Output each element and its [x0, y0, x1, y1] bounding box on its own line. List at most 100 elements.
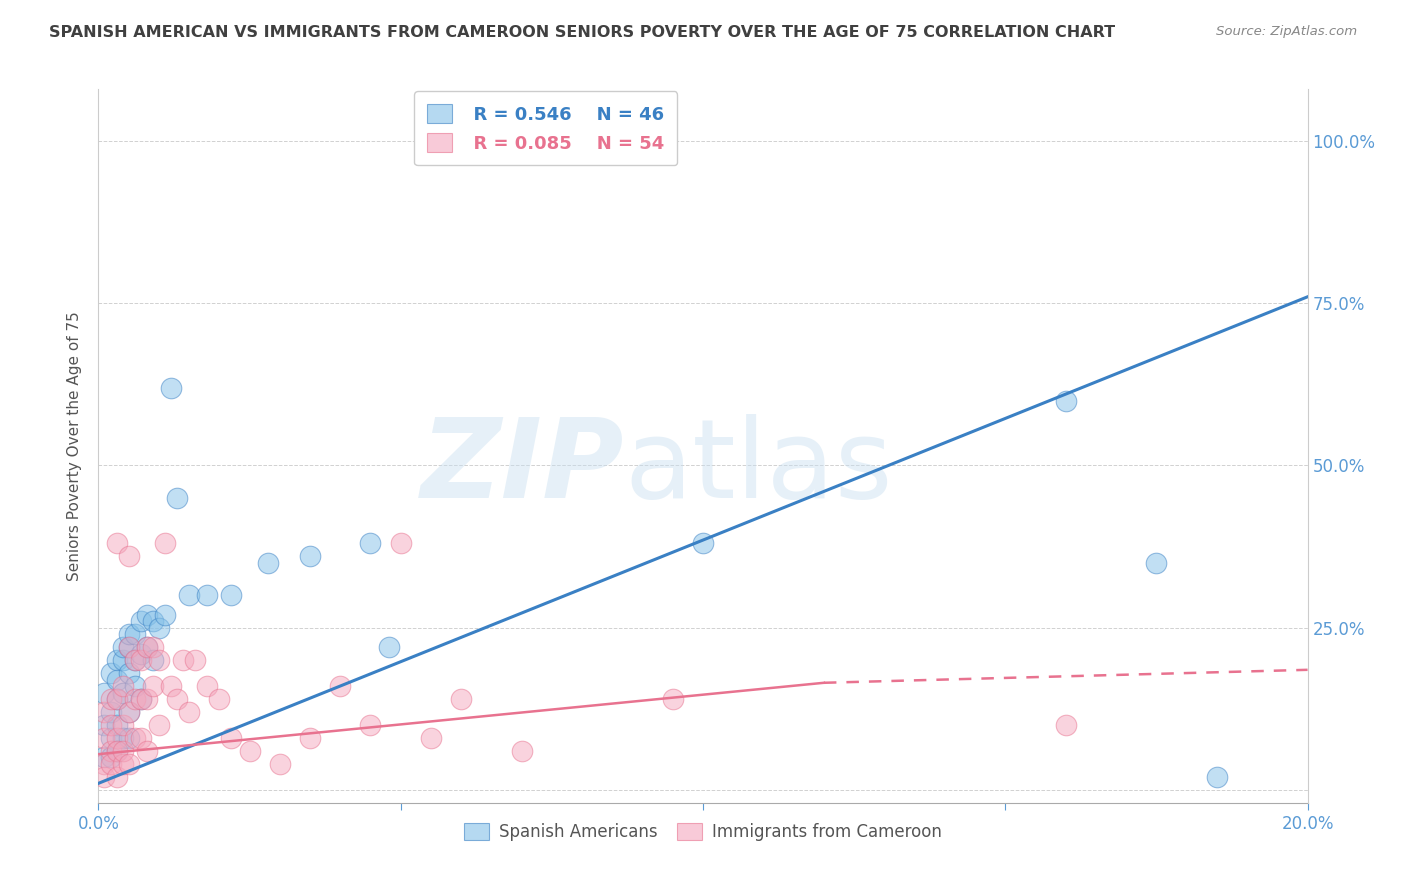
- Point: [166, 692, 188, 706]
- Point: [135, 607, 157, 622]
- Point: [179, 588, 201, 602]
- Point: [105, 536, 128, 550]
- Point: [269, 756, 291, 771]
- Point: [129, 692, 152, 706]
- Point: [299, 549, 322, 564]
- Point: [129, 647, 152, 661]
- Point: [105, 653, 128, 667]
- Point: [124, 627, 146, 641]
- Point: [510, 744, 533, 758]
- Point: [105, 718, 128, 732]
- Point: [135, 640, 157, 654]
- Point: [450, 692, 472, 706]
- Point: [153, 607, 176, 622]
- Point: [100, 666, 122, 681]
- Point: [111, 653, 134, 667]
- Point: [118, 627, 141, 641]
- Point: [692, 536, 714, 550]
- Point: [111, 640, 134, 654]
- Text: Source: ZipAtlas.com: Source: ZipAtlas.com: [1216, 25, 1357, 38]
- Point: [1054, 718, 1077, 732]
- Point: [329, 679, 352, 693]
- Point: [105, 770, 128, 784]
- Point: [111, 685, 134, 699]
- Point: [172, 653, 194, 667]
- Point: [360, 718, 382, 732]
- Legend: Spanish Americans, Immigrants from Cameroon: Spanish Americans, Immigrants from Camer…: [457, 816, 949, 848]
- Point: [1054, 393, 1077, 408]
- Point: [153, 536, 176, 550]
- Point: [148, 718, 170, 732]
- Point: [100, 731, 122, 745]
- Point: [105, 673, 128, 687]
- Point: [100, 750, 122, 764]
- Point: [221, 731, 243, 745]
- Point: [118, 731, 141, 745]
- Point: [142, 679, 165, 693]
- Point: [100, 692, 122, 706]
- Point: [100, 718, 122, 732]
- Point: [105, 744, 128, 758]
- Point: [118, 640, 141, 654]
- Point: [105, 731, 128, 745]
- Point: [135, 640, 157, 654]
- Point: [111, 731, 134, 745]
- Point: [118, 705, 141, 719]
- Point: [160, 679, 183, 693]
- Point: [93, 756, 115, 771]
- Point: [256, 556, 278, 570]
- Point: [360, 536, 382, 550]
- Point: [661, 692, 683, 706]
- Point: [221, 588, 243, 602]
- Point: [111, 756, 134, 771]
- Point: [129, 731, 152, 745]
- Point: [1206, 770, 1229, 784]
- Point: [148, 653, 170, 667]
- Point: [135, 692, 157, 706]
- Point: [100, 705, 122, 719]
- Point: [105, 744, 128, 758]
- Point: [160, 381, 183, 395]
- Point: [93, 705, 115, 719]
- Point: [93, 718, 115, 732]
- Point: [148, 621, 170, 635]
- Point: [142, 653, 165, 667]
- Point: [166, 491, 188, 505]
- Point: [118, 756, 141, 771]
- Point: [118, 666, 141, 681]
- Point: [124, 653, 146, 667]
- Text: atlas: atlas: [624, 414, 893, 521]
- Point: [142, 614, 165, 628]
- Point: [93, 770, 115, 784]
- Point: [135, 744, 157, 758]
- Point: [124, 679, 146, 693]
- Point: [100, 744, 122, 758]
- Point: [389, 536, 412, 550]
- Point: [129, 692, 152, 706]
- Y-axis label: Seniors Poverty Over the Age of 75: Seniors Poverty Over the Age of 75: [67, 311, 83, 581]
- Point: [93, 685, 115, 699]
- Point: [420, 731, 443, 745]
- Point: [195, 679, 218, 693]
- Point: [93, 731, 115, 745]
- Point: [239, 744, 262, 758]
- Point: [195, 588, 218, 602]
- Point: [93, 750, 115, 764]
- Point: [118, 640, 141, 654]
- Point: [111, 718, 134, 732]
- Point: [111, 679, 134, 693]
- Point: [118, 549, 141, 564]
- Point: [111, 744, 134, 758]
- Point: [129, 653, 152, 667]
- Point: [208, 692, 231, 706]
- Point: [377, 640, 399, 654]
- Text: SPANISH AMERICAN VS IMMIGRANTS FROM CAMEROON SENIORS POVERTY OVER THE AGE OF 75 : SPANISH AMERICAN VS IMMIGRANTS FROM CAME…: [49, 25, 1115, 40]
- Text: ZIP: ZIP: [420, 414, 624, 521]
- Point: [142, 640, 165, 654]
- Point: [118, 705, 141, 719]
- Point: [100, 756, 122, 771]
- Point: [105, 692, 128, 706]
- Point: [129, 614, 152, 628]
- Point: [179, 705, 201, 719]
- Point: [1144, 556, 1167, 570]
